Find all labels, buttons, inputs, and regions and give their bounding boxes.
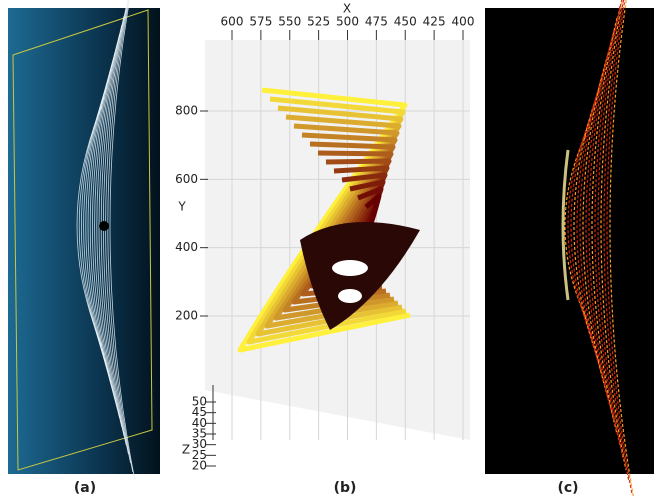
scan-ring (606, 0, 633, 495)
scan-ring (83, 78, 109, 374)
scan-ring (81, 87, 107, 365)
y-tick-label: 200 (175, 309, 198, 323)
z-tick-label: 20 (192, 459, 207, 473)
caption: (b) (334, 480, 357, 496)
z-tick-label: 40 (192, 416, 207, 430)
caption: (a) (74, 480, 96, 496)
scan-ring (609, 0, 634, 496)
z-tick-label: 25 (192, 448, 207, 462)
panel-a (8, 0, 160, 482)
caption: (c) (557, 480, 578, 496)
hole (332, 260, 368, 276)
scan-ring (96, 24, 123, 428)
axes: 600 575 550 525 500 475 450 425 400 800 600 400 200 5… (175, 2, 474, 473)
x-tick-label: 500 (336, 15, 359, 29)
z-tick-label: 45 (192, 405, 207, 419)
scan-ring (573, 89, 600, 363)
bounding-box (12, 9, 153, 471)
y-tick-label: 600 (175, 172, 198, 186)
scan-ring (92, 42, 118, 410)
point-cloud-b (237, 87, 420, 353)
scan-ring (603, 0, 630, 483)
x-tick-label: 550 (278, 15, 301, 29)
dark-core (300, 222, 420, 330)
scan-ring (594, 5, 621, 447)
x-tick-label: 400 (452, 15, 475, 29)
panel-c-background (485, 8, 654, 474)
scan-ring (588, 29, 615, 423)
y-tick-label: 800 (175, 104, 198, 118)
point-cloud-c (561, 0, 634, 496)
y-axis-label: Y (177, 200, 186, 214)
scan-ring (109, 0, 136, 482)
x-tick-label: 425 (423, 15, 446, 29)
scan-ring (89, 51, 116, 401)
x-tick-label: 525 (307, 15, 330, 29)
z-tick-label: 35 (192, 427, 207, 441)
x-tick-label: 575 (249, 15, 272, 29)
point-cloud-a (76, 0, 136, 482)
scan-ring (85, 69, 112, 383)
scan-ring (591, 17, 618, 435)
x-tick-label: 600 (221, 15, 244, 29)
panel-c (485, 0, 654, 496)
x-tick-label: 450 (394, 15, 417, 29)
scan-ring (576, 77, 603, 375)
panel-b: 600 575 550 525 500 475 450 425 400 800 600 400 200 5… (175, 2, 474, 473)
hot-band (561, 149, 570, 301)
scan-ring (600, 0, 627, 471)
z-axis-label: Z (182, 443, 190, 457)
sensor (99, 221, 109, 231)
scan-ring (585, 41, 612, 411)
scan-ring (94, 33, 120, 419)
x-tick-label: 475 (365, 15, 388, 29)
scan-ring (579, 65, 606, 387)
hole (338, 289, 362, 303)
x-axis-label: X (343, 2, 351, 16)
y-tick-label: 400 (175, 240, 198, 254)
z-tick-label: 50 (192, 395, 207, 409)
scan-ring (582, 53, 609, 399)
z-tick-label: 30 (192, 437, 207, 451)
scan-ring (87, 60, 114, 392)
